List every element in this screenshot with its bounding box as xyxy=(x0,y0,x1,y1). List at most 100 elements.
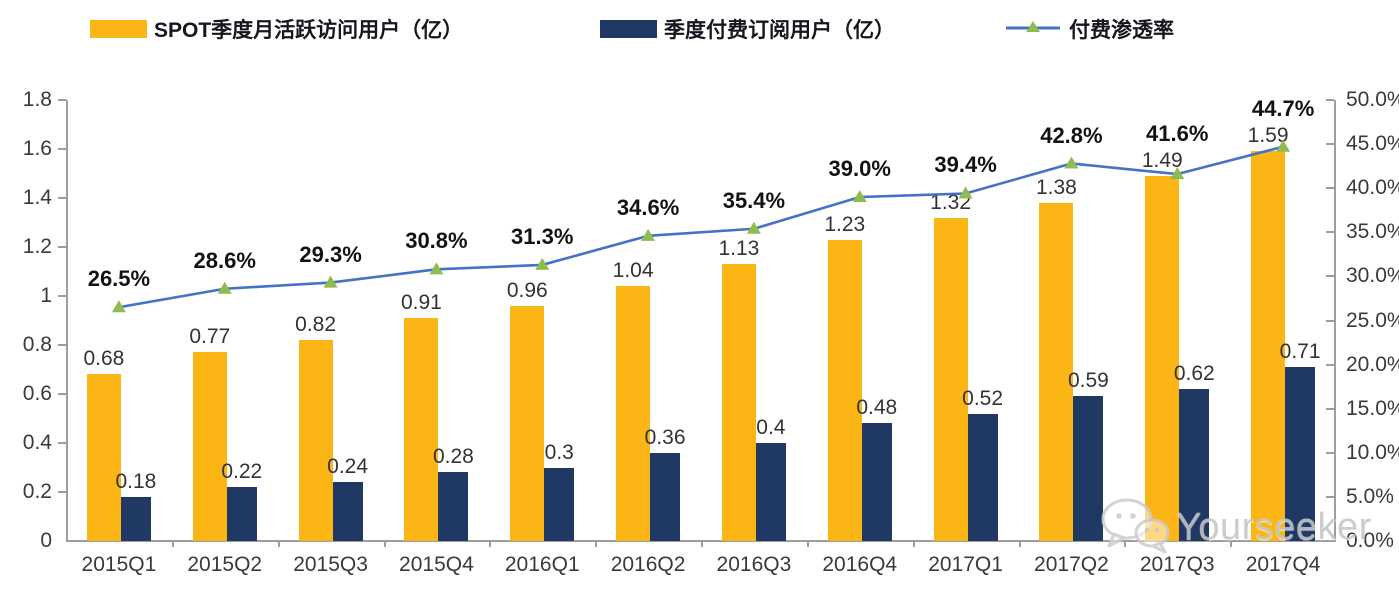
y-axis-right xyxy=(1334,100,1336,541)
mau-value-label: 0.91 xyxy=(400,291,442,315)
x-axis-tick xyxy=(1230,541,1233,547)
wechat-icon xyxy=(1100,496,1170,559)
penetration-marker xyxy=(1064,156,1079,169)
subscriber-bar xyxy=(226,487,257,541)
y-axis-right-label: 25.0% xyxy=(1346,308,1399,332)
legend-item-penetration: 付费渗透率 xyxy=(1005,14,1174,44)
x-axis-label: 2017Q1 xyxy=(928,553,1003,576)
y-axis-left-label: 1 xyxy=(40,284,52,307)
y-axis-left-label: 0.4 xyxy=(22,431,52,454)
y-axis-left-label: 0 xyxy=(40,529,52,552)
subscriber-value-label: 0.71 xyxy=(1279,340,1321,364)
penetration-value-label: 39.4% xyxy=(934,152,997,178)
x-axis-label: 2016Q3 xyxy=(716,553,792,576)
subscriber-value-label: 0.48 xyxy=(856,396,898,420)
penetration-value-label: 44.7% xyxy=(1251,96,1315,122)
mau-bar xyxy=(1145,175,1180,541)
y-axis-left-label: 0.6 xyxy=(22,382,52,405)
mau-bar xyxy=(721,264,756,541)
x-axis-label: 2017Q2 xyxy=(1034,553,1109,576)
penetration-value-label: 29.3% xyxy=(299,241,362,267)
penetration-legend-marker xyxy=(1005,18,1061,41)
penetration-marker xyxy=(323,275,338,288)
y-axis-left-label: 0.2 xyxy=(22,480,52,503)
y-axis-left-label: 0.8 xyxy=(22,333,52,356)
x-axis-tick xyxy=(595,541,598,547)
penetration-value-label: 35.4% xyxy=(722,187,786,213)
y-axis-left-tick xyxy=(58,442,66,444)
y-axis-right-tick xyxy=(1326,319,1334,322)
mau-value-label: 1.38 xyxy=(1035,175,1077,199)
y-axis-right-tick xyxy=(1326,495,1334,498)
x-axis-label: 2017Q3 xyxy=(1139,553,1215,576)
y-axis-left-tick xyxy=(58,344,66,346)
y-axis-right-label: 15.0% xyxy=(1346,396,1399,420)
y-axis-right-label: 10.0% xyxy=(1346,440,1399,464)
x-axis-label: 2015Q3 xyxy=(293,553,368,576)
subscriber-value-label: 0.18 xyxy=(115,469,157,493)
subscriber-legend-swatch xyxy=(600,20,657,38)
y-axis-left-tick xyxy=(58,99,66,101)
x-axis-tick xyxy=(171,541,174,547)
mau-legend-label: SPOT季度月活跃访问用户（亿） xyxy=(154,19,464,42)
subscriber-value-label: 0.36 xyxy=(644,425,686,449)
penetration-value-label: 41.6% xyxy=(1146,120,1209,146)
subscriber-value-label: 0.22 xyxy=(221,460,263,484)
y-axis-right-label: 30.0% xyxy=(1346,264,1399,288)
y-axis-right-tick xyxy=(1326,363,1334,366)
penetration-legend-label: 付费渗透率 xyxy=(1069,19,1174,42)
mau-value-label: 1.13 xyxy=(718,237,760,261)
subscriber-bar xyxy=(755,443,786,541)
y-axis-right-tick xyxy=(1326,99,1334,101)
x-axis-label: 2016Q2 xyxy=(610,553,686,576)
x-axis-tick xyxy=(1124,541,1127,547)
mau-value-label: 0.82 xyxy=(295,313,337,337)
subscriber-bar xyxy=(544,467,575,541)
legend-item-mau: SPOT季度月活跃访问用户（亿） xyxy=(90,14,463,44)
penetration-value-label: 34.6% xyxy=(616,194,680,220)
y-axis-right-label: 50.0% xyxy=(1346,88,1399,111)
subscriber-bar xyxy=(438,472,469,541)
subscriber-value-label: 0.24 xyxy=(327,455,369,479)
subscriber-value-label: 0.4 xyxy=(756,416,786,439)
mau-value-label: 1.49 xyxy=(1141,148,1183,172)
y-axis-left-tick xyxy=(58,197,66,199)
x-axis-label: 2016Q4 xyxy=(822,553,898,576)
subscriber-bar xyxy=(861,423,892,541)
y-axis-right-tick xyxy=(1326,231,1334,234)
subscriber-bar xyxy=(967,413,998,541)
subscriber-bar xyxy=(1073,396,1104,541)
y-axis-left-label: 1.6 xyxy=(22,137,52,160)
penetration-marker xyxy=(111,300,126,313)
y-axis-right-tick xyxy=(1326,143,1334,146)
y-axis-left-tick xyxy=(58,393,66,395)
y-axis-right-tick xyxy=(1326,187,1334,190)
subscriber-bar xyxy=(1285,367,1316,541)
penetration-value-label: 39.0% xyxy=(828,156,891,182)
y-axis-right-label: 0.0% xyxy=(1346,529,1394,552)
subscriber-legend-label: 季度付费订阅用户（亿） xyxy=(664,19,895,42)
penetration-value-label: 42.8% xyxy=(1040,122,1103,148)
penetration-marker xyxy=(852,190,867,203)
y-axis-left-label: 1.4 xyxy=(22,186,52,209)
mau-value-label: 1.32 xyxy=(930,190,972,214)
x-axis-tick xyxy=(277,541,280,547)
y-axis-left-tick xyxy=(58,491,66,493)
penetration-value-label: 30.8% xyxy=(405,228,468,254)
x-axis-tick xyxy=(1018,541,1021,547)
y-axis-left-tick xyxy=(58,295,66,297)
mau-value-label: 0.77 xyxy=(189,325,231,349)
y-axis-right-label: 5.0% xyxy=(1346,484,1394,508)
mau-legend-swatch xyxy=(90,20,147,38)
y-axis-left-label: 1.8 xyxy=(22,88,52,111)
subscriber-bar xyxy=(120,496,151,541)
subscriber-bar xyxy=(650,452,681,541)
subscriber-value-label: 0.59 xyxy=(1067,369,1109,393)
penetration-value-label: 26.5% xyxy=(87,266,151,292)
watermark-text: Yourseeker xyxy=(1176,506,1372,548)
penetration-marker xyxy=(429,262,444,275)
watermark: Yourseeker xyxy=(1100,496,1372,559)
penetration-marker xyxy=(641,228,656,241)
